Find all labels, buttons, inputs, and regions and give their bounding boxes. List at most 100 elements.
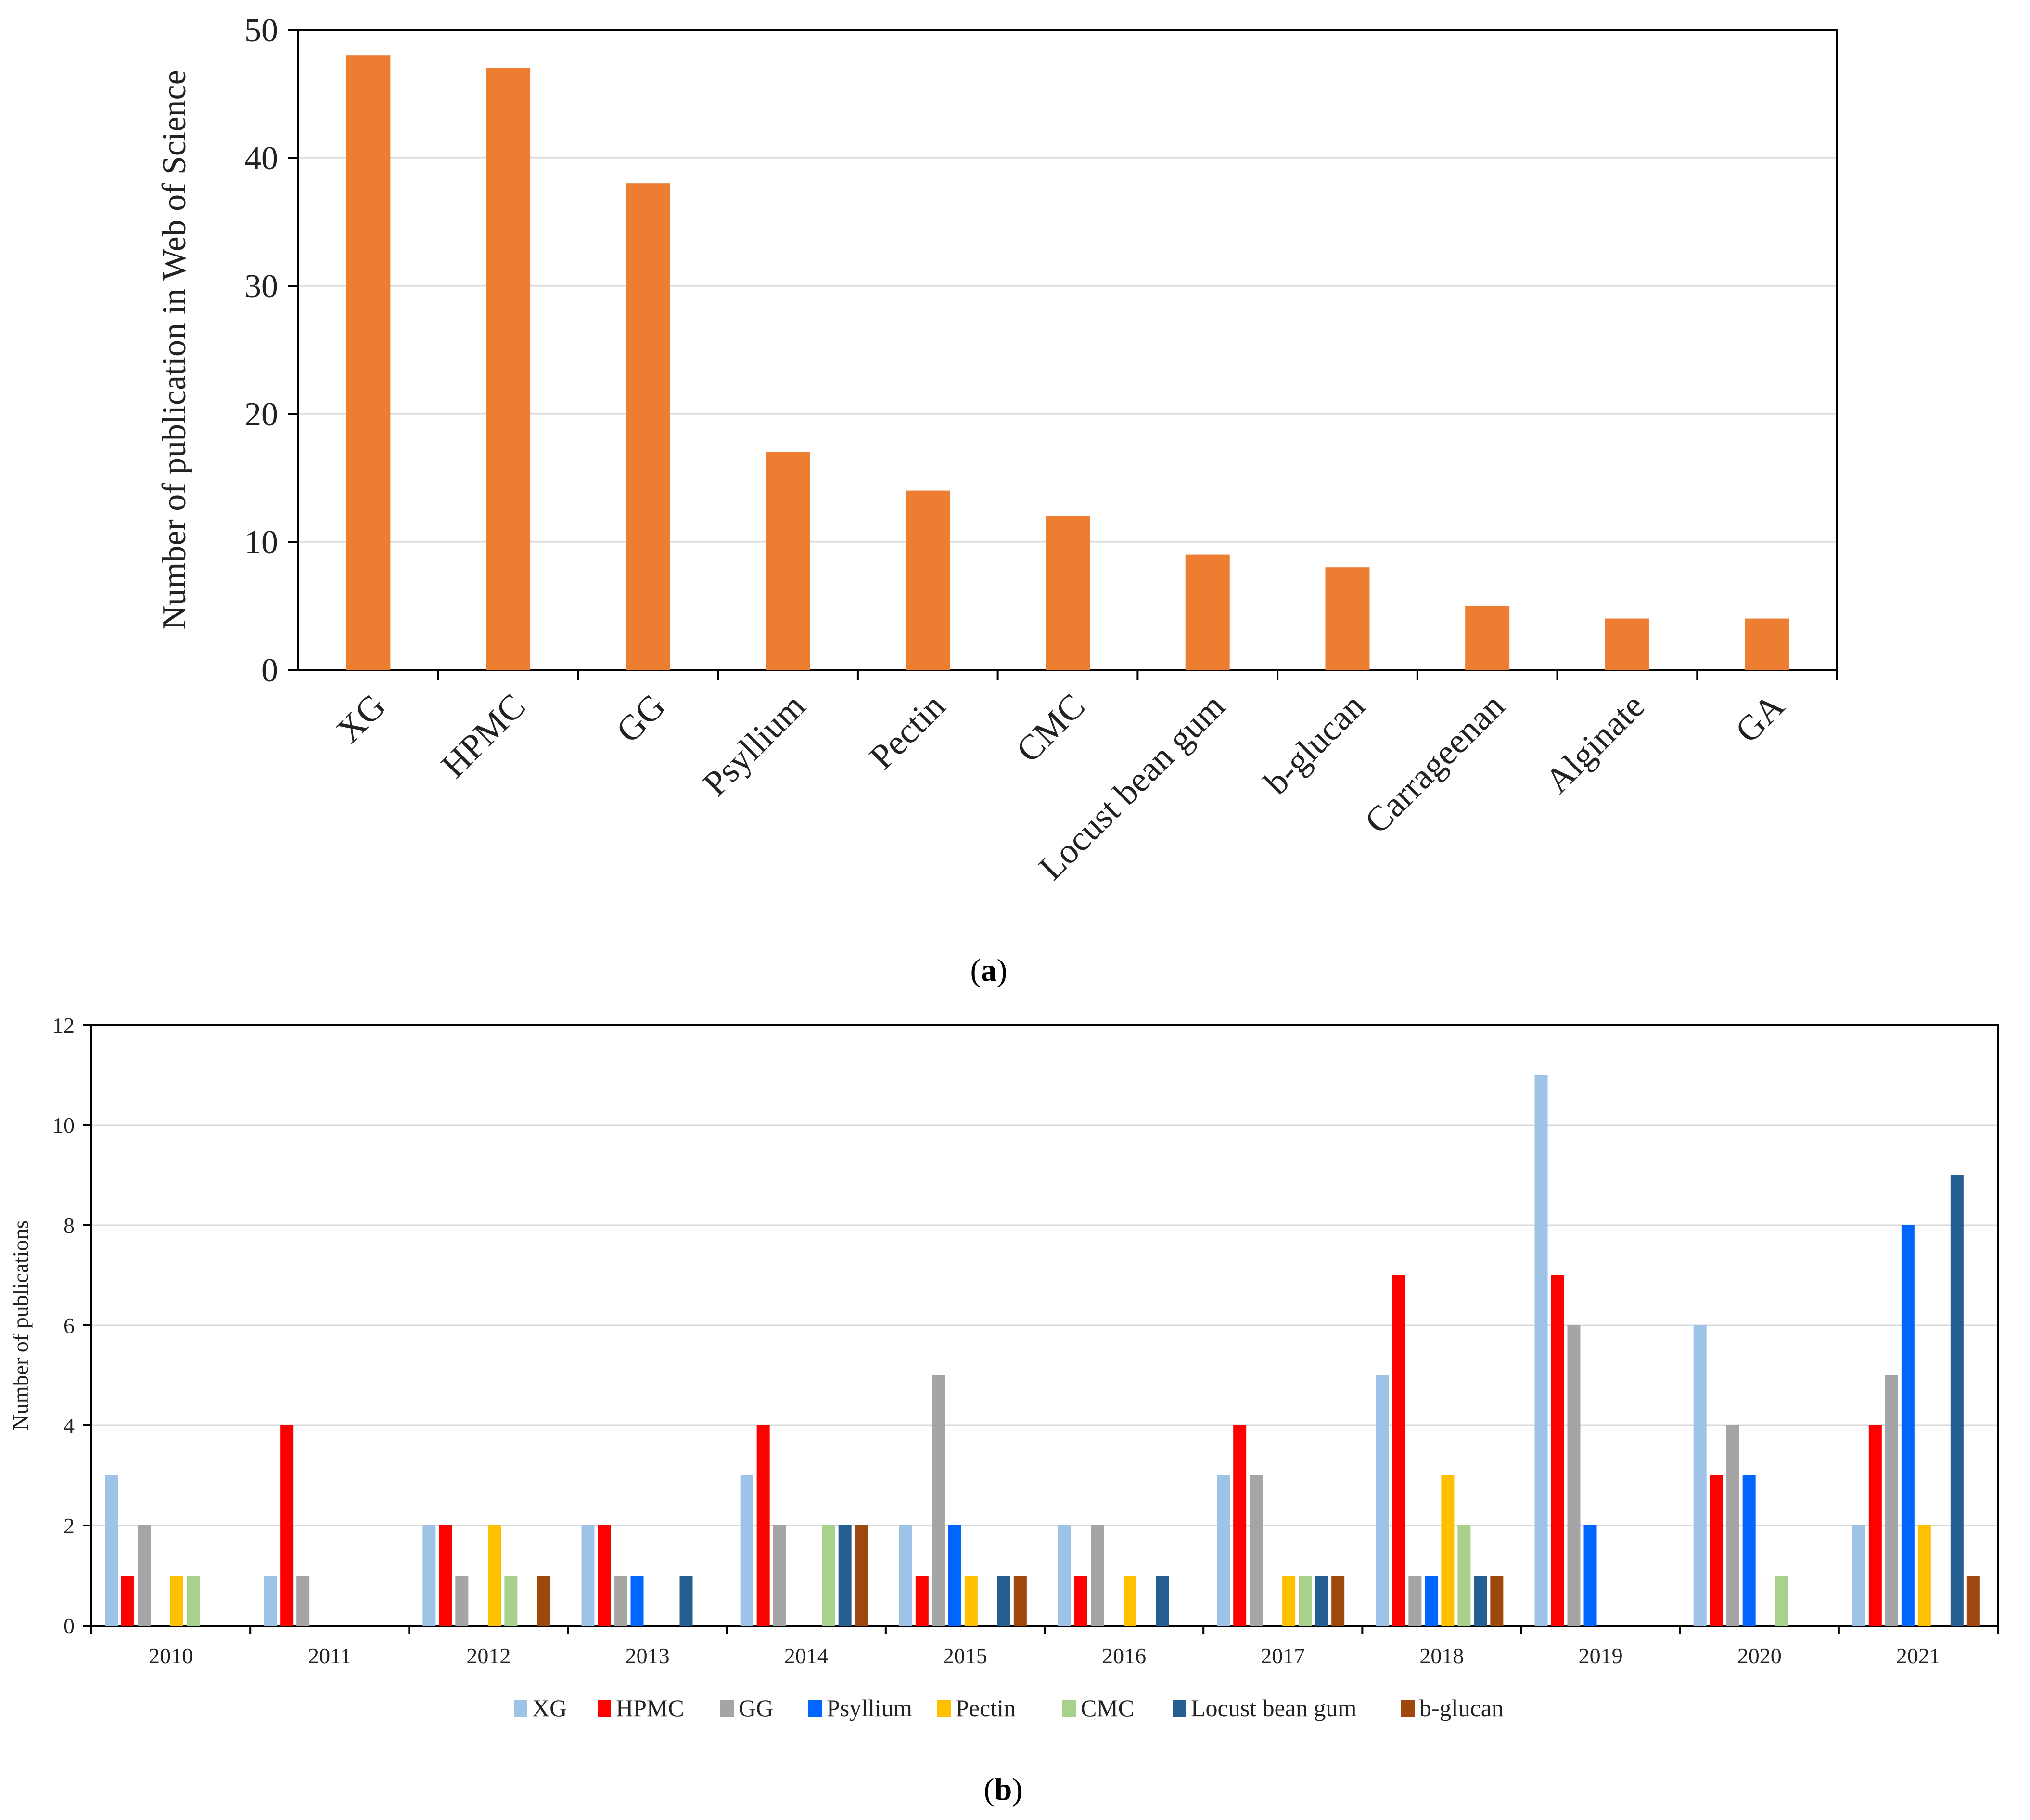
- bar-b-2017-xg: [1217, 1475, 1230, 1626]
- bar-b-2018-cmc: [1457, 1525, 1471, 1626]
- y-tick-label-b: 10: [52, 1113, 75, 1138]
- bar-a-locust-bean-gum: [1185, 554, 1230, 670]
- bar-b-2016-gg: [1091, 1525, 1104, 1626]
- bar-b-2020-xg: [1693, 1325, 1707, 1626]
- bar-b-2010-cmc: [187, 1576, 200, 1626]
- bar-b-2012-pectin: [488, 1525, 501, 1626]
- y-axis-label-a: Number of publication in Web of Science: [156, 70, 193, 629]
- bar-b-2010-gg: [138, 1525, 151, 1626]
- legend-label: b-glucan: [1419, 1694, 1504, 1721]
- y-tick-label-b: 4: [64, 1413, 75, 1438]
- bar-b-2020-cmc: [1775, 1576, 1788, 1626]
- bar-b-2017-b-glucan: [1331, 1576, 1345, 1626]
- legend-swatch-gg: [720, 1700, 734, 1717]
- bar-b-2021-gg: [1885, 1375, 1898, 1626]
- bar-a-xg: [346, 55, 391, 670]
- bar-b-2012-hpmc: [439, 1525, 452, 1626]
- legend-swatch-pectin: [937, 1700, 951, 1717]
- bar-b-2016-hpmc: [1074, 1576, 1087, 1626]
- bar-b-2015-psyllium: [948, 1525, 961, 1626]
- bar-b-2019-gg: [1567, 1325, 1581, 1626]
- x-tick-label-a: Psyllium: [695, 686, 813, 804]
- bar-b-2011-gg: [296, 1576, 310, 1626]
- x-tick-label-a: GA: [1728, 686, 1792, 751]
- bar-b-2020-psyllium: [1742, 1475, 1756, 1626]
- bar-b-2016-locust-bean-gum: [1156, 1576, 1169, 1626]
- bar-b-2018-xg: [1376, 1375, 1389, 1626]
- x-tick-label-b: 2016: [1102, 1643, 1146, 1668]
- bar-b-2016-pectin: [1124, 1576, 1136, 1626]
- bar-a-b-glucan: [1325, 567, 1370, 670]
- legend-b: XG HPMC GG Psyllium Pectin CMC Locust bean gum…: [514, 1694, 1504, 1721]
- bar-b-2012-xg: [422, 1525, 436, 1626]
- bar-b-2020-hpmc: [1710, 1475, 1723, 1626]
- x-tick-label-b: 2019: [1579, 1643, 1623, 1668]
- bar-b-2013-psyllium: [630, 1576, 644, 1626]
- legend-swatch-b-glucan: [1401, 1700, 1415, 1717]
- x-tick-label-b: 2018: [1419, 1643, 1464, 1668]
- chart-a: 0 10 20 30 40 50 Number of publication in Web …: [156, 12, 1838, 887]
- bar-b-2017-gg: [1250, 1475, 1263, 1626]
- y-tick-label-b: 6: [64, 1313, 75, 1338]
- y-tick-label-a: 40: [244, 140, 278, 177]
- bar-a-carrageenan: [1465, 606, 1510, 670]
- bar-b-2021-hpmc: [1868, 1425, 1882, 1626]
- bar-b-2014-cmc: [822, 1525, 835, 1626]
- legend-swatch-xg: [514, 1700, 527, 1717]
- bar-b-2019-hpmc: [1551, 1275, 1564, 1626]
- bar-b-2018-psyllium: [1425, 1576, 1438, 1626]
- x-tick-label-b: 2010: [149, 1643, 193, 1668]
- bar-b-2013-locust-bean-gum: [679, 1576, 693, 1626]
- y-tick-label-b: 0: [64, 1614, 75, 1638]
- y-tick-label-b: 8: [64, 1213, 75, 1238]
- bar-b-2014-locust-bean-gum: [838, 1525, 852, 1626]
- x-tick-label-b: 2021: [1896, 1643, 1941, 1668]
- y-tick-label-a: 50: [244, 12, 278, 49]
- bar-b-2012-b-glucan: [537, 1576, 550, 1626]
- x-tick-label-a: CMC: [1009, 686, 1093, 770]
- bar-b-2015-gg: [932, 1375, 945, 1626]
- x-tick-label-a: b-glucan: [1256, 686, 1372, 802]
- bar-b-2018-b-glucan: [1490, 1576, 1504, 1626]
- y-tick-label-a: 20: [244, 396, 278, 433]
- bar-b-2014-hpmc: [756, 1425, 770, 1626]
- bar-b-2013-hpmc: [598, 1525, 611, 1626]
- y-tick-label-a: 10: [244, 524, 278, 561]
- x-tick-label-a: HPMC: [434, 686, 533, 785]
- legend-label: GG: [739, 1694, 773, 1721]
- bar-b-2015-b-glucan: [1013, 1576, 1027, 1626]
- bar-a-alginate: [1605, 618, 1649, 670]
- bar-b-2013-xg: [581, 1525, 595, 1626]
- legend-swatch-cmc: [1062, 1700, 1076, 1717]
- bar-b-2011-hpmc: [280, 1425, 294, 1626]
- legend-label: CMC: [1081, 1694, 1134, 1721]
- x-tick-label-b: 2014: [784, 1643, 829, 1668]
- bar-b-2016-xg: [1058, 1525, 1071, 1626]
- x-tick-label-a: XG: [329, 686, 394, 751]
- bar-b-2017-pectin: [1282, 1576, 1296, 1626]
- y-tick-label-a: 0: [261, 652, 278, 689]
- x-tick-label-a: GG: [609, 686, 673, 751]
- bar-a-cmc: [1046, 516, 1090, 670]
- bar-a-ga: [1745, 618, 1789, 670]
- y-tick-label-a: 30: [244, 268, 278, 305]
- x-tick-label-b: 2011: [308, 1643, 351, 1668]
- bar-b-2015-hpmc: [915, 1576, 929, 1626]
- bar-b-2018-hpmc: [1392, 1275, 1405, 1626]
- x-tick-label-b: 2013: [626, 1643, 670, 1668]
- bar-b-2020-gg: [1726, 1425, 1739, 1626]
- x-tick-label-a: Alginate: [1538, 686, 1652, 801]
- caption-a: (a): [970, 953, 1008, 988]
- bar-a-gg: [626, 183, 670, 670]
- bar-b-2018-gg: [1408, 1576, 1422, 1626]
- legend-swatch-psyllium: [808, 1700, 822, 1717]
- legend-label: Locust bean gum: [1191, 1694, 1356, 1721]
- legend-label: HPMC: [616, 1694, 684, 1721]
- bar-b-2018-pectin: [1441, 1475, 1455, 1626]
- legend-label: Pectin: [956, 1694, 1016, 1721]
- x-tick-label-a: Pectin: [862, 686, 953, 777]
- bar-b-2021-b-glucan: [1966, 1576, 1980, 1626]
- x-tick-label-b: 2017: [1261, 1643, 1305, 1668]
- bar-b-2010-xg: [105, 1475, 118, 1626]
